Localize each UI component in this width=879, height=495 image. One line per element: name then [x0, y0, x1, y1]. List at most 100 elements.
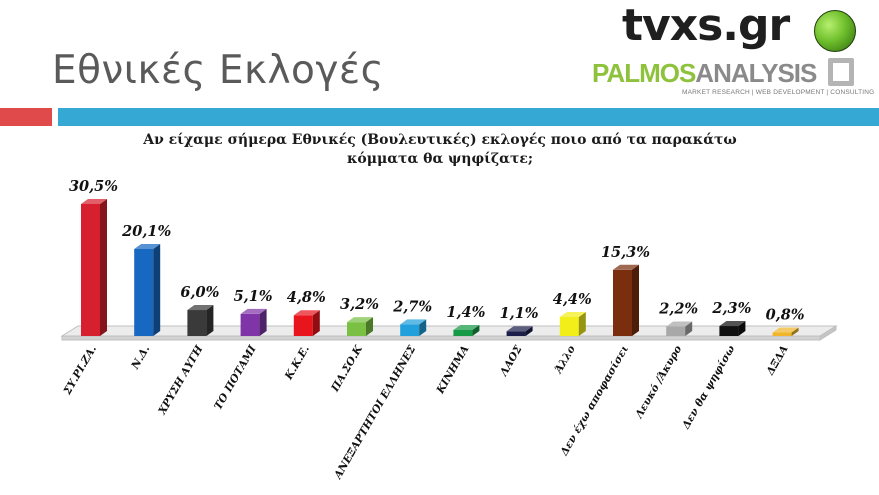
- bar: [719, 321, 746, 336]
- question-line-2: κόμματα θα ψηφίζατε;: [346, 151, 534, 167]
- bar-side: [632, 264, 639, 336]
- category-label: Δεν θα ψηφίσω: [679, 343, 738, 432]
- bar-top: [453, 324, 480, 330]
- value-label: 4,8%: [287, 289, 326, 306]
- bar-side: [366, 317, 373, 336]
- value-label: 15,3%: [601, 244, 650, 261]
- bar-side: [791, 327, 799, 336]
- value-label: 0,8%: [766, 307, 805, 324]
- value-label: 5,1%: [234, 288, 273, 305]
- bar-front: [506, 331, 526, 336]
- bar: [666, 321, 693, 336]
- bar-front: [666, 326, 686, 336]
- bar-top: [347, 317, 373, 323]
- chart-bars: [81, 199, 799, 336]
- palmos-logo-wordmark: PALMOSANALYSIS: [592, 58, 817, 89]
- bar-top: [613, 264, 639, 270]
- palmos-logo-mark: [828, 58, 854, 86]
- bar: [293, 310, 320, 336]
- header-rule-bar: [58, 108, 879, 126]
- category-label: ΚΙΝΗΜΑ: [434, 344, 472, 397]
- bar-side: [685, 321, 693, 336]
- bar: [187, 305, 214, 336]
- bar-top: [666, 321, 693, 327]
- bar: [506, 326, 533, 336]
- palmos-logo-tagline: MARKET RESEARCH | WEB DEVELOPMENT | CONS…: [682, 89, 875, 96]
- category-label: ΤΟ ΠΟΤΑΜΙ: [212, 343, 259, 412]
- bar-top: [772, 327, 799, 333]
- bar-side: [419, 319, 427, 336]
- bar-side: [153, 244, 161, 336]
- bar-side: [525, 326, 533, 336]
- chart-question: Αν είχαμε σήμερα Εθνικές (Βουλευτικές) ε…: [80, 131, 800, 169]
- bar-front: [772, 332, 792, 336]
- bar-front: [400, 324, 420, 336]
- category-label: ΣΥ.ΡΙ.ΖΑ.: [61, 344, 99, 398]
- palmos-analysis-logo: PALMOSANALYSIS MARKET RESEARCH | WEB DEV…: [590, 58, 874, 102]
- bar: [453, 324, 480, 336]
- bar: [240, 308, 267, 336]
- globe-icon: [814, 10, 856, 52]
- bar-top: [400, 319, 427, 325]
- category-label: Ν.Δ.: [129, 344, 152, 373]
- value-label: 6,0%: [180, 284, 219, 301]
- page-title: Εθνικές Εκλογές: [52, 48, 384, 93]
- bar: [772, 327, 799, 336]
- bar-front: [240, 313, 260, 336]
- bar-front: [81, 204, 100, 336]
- tvxs-logo-text: tvxs.gr: [622, 0, 790, 51]
- palmos-logo-part1: PALMOS: [592, 58, 696, 88]
- chart-category-labels: ΣΥ.ΡΙ.ΖΑ. Ν.Δ. ΧΡΥΣΗ ΑΥΓΗ ΤΟ ΠΟΤΑΜΙ Κ.Κ.Ε. ΠΑ…: [61, 343, 791, 482]
- category-label: ΧΡΥΣΗ ΑΥΓΗ: [156, 343, 206, 418]
- value-label: 20,1%: [121, 223, 171, 240]
- header-accent-bar: [0, 108, 52, 126]
- category-label: ΔΞΔΑ: [764, 344, 791, 378]
- bar: [81, 199, 107, 336]
- bar-front: [134, 249, 154, 336]
- value-label: 2,7%: [392, 298, 432, 315]
- palmos-logo-part2: ANALYSIS: [695, 58, 817, 88]
- bar-front: [293, 315, 313, 336]
- floor-front: [61, 335, 821, 341]
- bar-top: [559, 311, 586, 317]
- bar-side: [259, 308, 267, 336]
- bar-side: [472, 324, 480, 336]
- bar-top: [187, 305, 214, 311]
- value-label: 4,4%: [553, 291, 592, 308]
- chart-value-labels: 30,5% 20,1% 6,0% 5,1% 4,8% 3,2% 2,7% 1,4% 1,1% 4,…: [69, 178, 805, 324]
- bar-front: [347, 322, 366, 336]
- bar-top: [506, 326, 533, 332]
- bar-side: [312, 310, 320, 336]
- floor-side: [819, 325, 837, 341]
- category-label: Άλλο: [552, 344, 578, 377]
- bar-front: [719, 326, 739, 336]
- bar: [559, 311, 586, 336]
- bar-side: [738, 321, 746, 336]
- value-label: 2,3%: [711, 300, 751, 317]
- value-label: 1,1%: [500, 305, 539, 322]
- bar-side: [206, 305, 214, 336]
- bar-top: [81, 199, 107, 204]
- bar: [613, 264, 639, 336]
- category-label: Κ.Κ.Ε.: [282, 344, 312, 383]
- bar-side: [100, 199, 107, 336]
- question-line-1: Αν είχαμε σήμερα Εθνικές (Βουλευτικές) ε…: [143, 132, 737, 148]
- value-label: 30,5%: [69, 178, 118, 195]
- value-label: 2,2%: [658, 300, 698, 317]
- tvxs-logo: tvxs.gr: [622, 0, 862, 56]
- bar-front: [187, 310, 207, 336]
- bar-front: [559, 316, 579, 336]
- category-label: ΠΑ.ΣΟ.Κ: [329, 343, 366, 395]
- bar: [134, 244, 161, 336]
- bar: [347, 317, 373, 336]
- bar-side: [578, 311, 586, 336]
- bar: [400, 319, 427, 336]
- category-label: Λευκό /Άκυρο: [633, 344, 685, 421]
- bar-front: [453, 329, 473, 336]
- category-label: ΛΑΟΣ: [497, 343, 525, 379]
- bar-front: [613, 269, 632, 336]
- bar-top: [719, 321, 746, 327]
- value-label: 1,4%: [446, 304, 485, 321]
- bar-top: [134, 244, 161, 250]
